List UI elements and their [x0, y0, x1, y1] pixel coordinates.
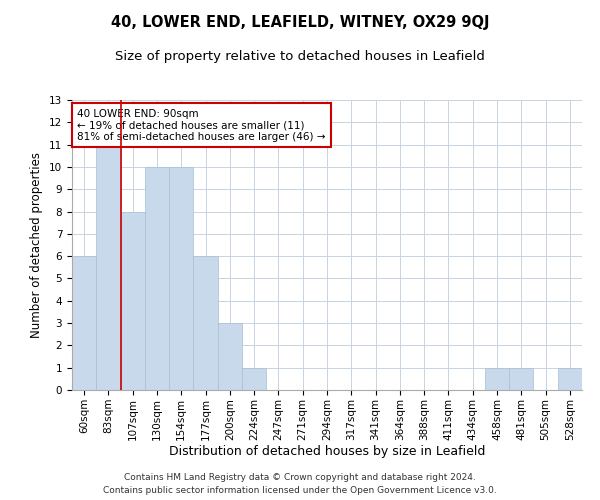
Bar	[558, 368, 582, 390]
Bar	[145, 167, 169, 390]
Text: Contains HM Land Registry data © Crown copyright and database right 2024.
Contai: Contains HM Land Registry data © Crown c…	[103, 473, 497, 495]
Bar	[242, 368, 266, 390]
Bar	[169, 167, 193, 390]
Text: 40 LOWER END: 90sqm
← 19% of detached houses are smaller (11)
81% of semi-detach: 40 LOWER END: 90sqm ← 19% of detached ho…	[77, 108, 326, 142]
Bar	[121, 212, 145, 390]
Bar	[72, 256, 96, 390]
Bar	[485, 368, 509, 390]
Text: 40, LOWER END, LEAFIELD, WITNEY, OX29 9QJ: 40, LOWER END, LEAFIELD, WITNEY, OX29 9Q…	[111, 15, 489, 30]
Bar	[96, 144, 121, 390]
Bar	[509, 368, 533, 390]
Text: Size of property relative to detached houses in Leafield: Size of property relative to detached ho…	[115, 50, 485, 63]
Bar	[193, 256, 218, 390]
X-axis label: Distribution of detached houses by size in Leafield: Distribution of detached houses by size …	[169, 446, 485, 458]
Bar	[218, 323, 242, 390]
Y-axis label: Number of detached properties: Number of detached properties	[31, 152, 43, 338]
